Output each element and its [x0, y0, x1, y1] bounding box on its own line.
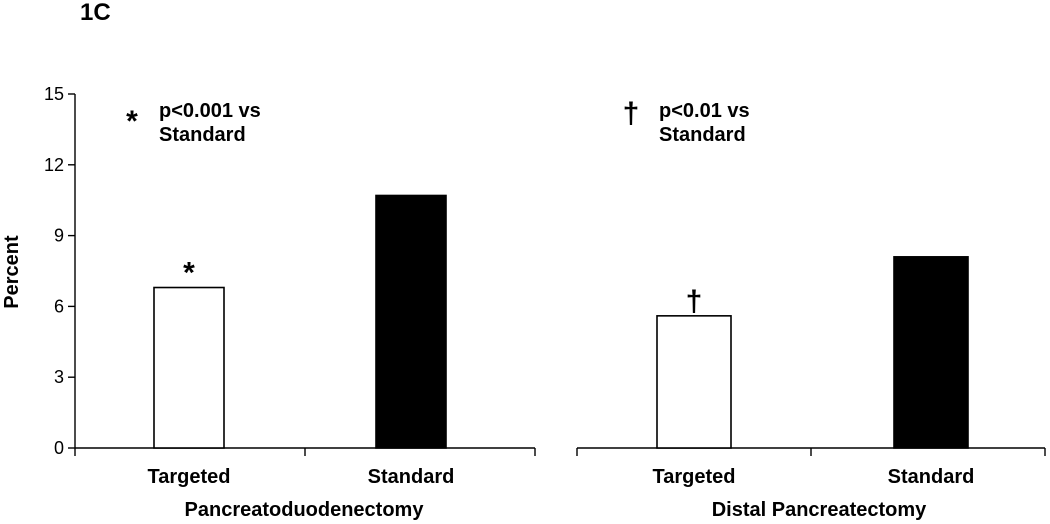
- note-line1-left: p<0.001 vs: [159, 100, 261, 122]
- note-symbol-left: *: [126, 105, 138, 138]
- note-line1-right: p<0.01 vs: [659, 100, 750, 122]
- x-tick-label: Targeted: [148, 466, 231, 488]
- significance-note-right: † p<0.01 vs Standard: [623, 97, 750, 146]
- note-line2-left: Standard: [159, 124, 246, 146]
- y-tick-label: 15: [44, 84, 64, 104]
- chart-distal-pancreatectomy: † p<0.01 vs Standard Distal Pancreatecto…: [576, 97, 1046, 521]
- bar-standard-right: [893, 256, 969, 449]
- significance-marker-left: *: [183, 257, 195, 290]
- note-line2-right: Standard: [659, 124, 746, 146]
- chart-pancreatoduodenectomy: * p<0.001 vs Standard Pancreatoduodenect…: [44, 84, 536, 521]
- y-tick-label: 3: [54, 367, 64, 387]
- bar-standard-left: [375, 194, 447, 449]
- x-tick-label: Targeted: [653, 466, 736, 488]
- bar-targeted-right: [656, 315, 732, 449]
- group-label-left: Pancreatoduodenectomy: [185, 499, 425, 521]
- x-tick-label: Standard: [888, 466, 975, 488]
- y-tick-label: 9: [54, 226, 64, 246]
- y-axis-label: Percent: [1, 235, 23, 309]
- x-tick-label: Standard: [368, 466, 455, 488]
- group-label-right: Distal Pancreatectomy: [712, 499, 927, 521]
- bar-targeted-left: [153, 286, 225, 449]
- y-tick-label: 0: [54, 438, 64, 458]
- significance-marker-right: †: [686, 285, 703, 318]
- y-tick-label: 6: [54, 296, 64, 316]
- panel-label: 1C: [80, 0, 111, 26]
- significance-note-left: * p<0.001 vs Standard: [126, 100, 261, 146]
- y-tick-label: 12: [44, 155, 64, 175]
- note-symbol-right: †: [623, 97, 640, 130]
